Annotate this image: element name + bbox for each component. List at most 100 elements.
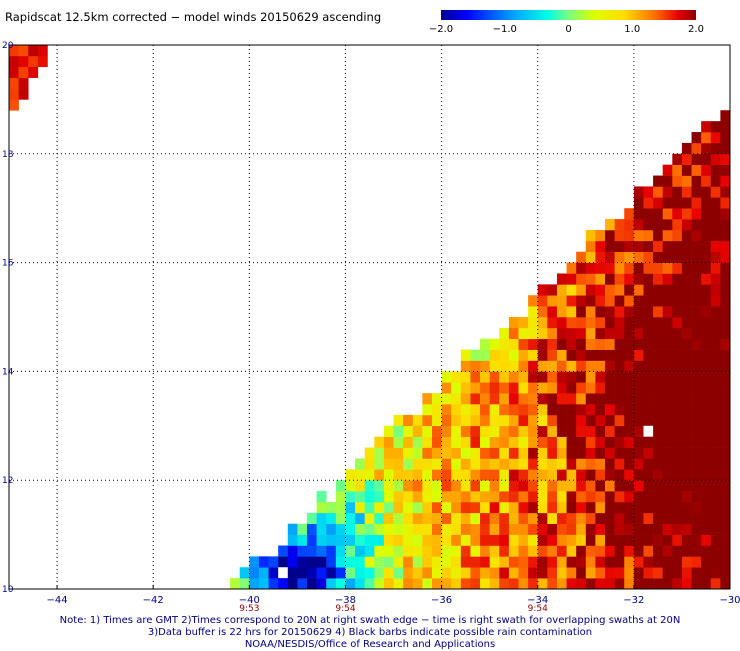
heatmap-cell [499, 338, 510, 350]
heatmap-cell [441, 491, 452, 503]
heatmap-cell [662, 534, 673, 546]
heatmap-cell [326, 534, 337, 546]
heatmap-cell [633, 545, 644, 557]
heatmap-cell [508, 523, 519, 535]
heatmap-cell [691, 327, 702, 340]
heatmap-cell [355, 556, 365, 568]
heatmap-cell [364, 458, 375, 470]
heatmap-cell [672, 404, 683, 416]
heatmap-cell [480, 414, 490, 427]
heatmap-cell [653, 480, 663, 492]
heatmap-cell [480, 360, 490, 372]
heatmap-cell [595, 327, 606, 340]
heatmap-cell [480, 371, 490, 383]
heatmap-cell [710, 360, 721, 372]
heatmap-cell [585, 382, 596, 394]
heatmap-cell [480, 567, 490, 579]
heatmap-cell [393, 567, 404, 579]
heatmap-cell [383, 567, 394, 579]
heatmap-cell [720, 338, 731, 350]
note-line-1: Note: 1) Times are GMT 2)Times correspon… [59, 615, 681, 626]
heatmap-cell [518, 512, 529, 525]
heatmap-cell [701, 121, 712, 133]
heatmap-cell [672, 567, 683, 579]
heatmap-cell [470, 371, 481, 383]
heatmap-cell [653, 273, 663, 285]
heatmap-cell [431, 404, 442, 416]
heatmap-cell [691, 404, 702, 416]
heatmap-cell [518, 523, 529, 535]
heatmap-cell [681, 556, 692, 568]
heatmap-cell [585, 404, 596, 416]
heatmap-cell [364, 469, 375, 481]
heatmap-cell [383, 545, 394, 557]
heatmap-cell [681, 349, 692, 361]
heatmap-cell [508, 534, 519, 546]
heatmap-cell [451, 491, 462, 503]
heatmap-cell [335, 480, 346, 492]
heatmap-cell [595, 512, 606, 525]
heatmap-cell [585, 480, 596, 492]
heatmap-cells [9, 45, 731, 590]
heatmap-cell [345, 512, 356, 525]
heatmap-cell [576, 404, 587, 416]
heatmap-cell [672, 382, 683, 394]
heatmap-cell [528, 556, 539, 568]
heatmap-cell [556, 306, 567, 318]
heatmap-cell [499, 512, 510, 525]
heatmap-cell [268, 567, 279, 579]
heatmap-cell [720, 284, 731, 296]
heatmap-cell [316, 523, 327, 535]
heatmap-cell [489, 414, 500, 427]
heatmap-cell [431, 512, 442, 525]
heatmap-cell [701, 480, 712, 492]
heatmap-cell [710, 556, 721, 568]
heatmap-cell [518, 393, 529, 405]
heatmap-cell [624, 382, 635, 394]
heatmap-cell [633, 534, 644, 546]
heatmap-cell [451, 556, 462, 568]
heatmap-cell [499, 480, 510, 492]
heatmap-cell [653, 447, 663, 459]
heatmap-cell [614, 219, 625, 231]
heatmap-cell [383, 425, 394, 437]
heatmap-cell [672, 229, 683, 242]
heatmap-cell [643, 371, 654, 383]
heatmap-cell [537, 469, 548, 481]
heatmap-cell [422, 523, 433, 535]
heatmap-cell [37, 55, 48, 68]
heatmap-cell [403, 567, 414, 579]
heatmap-cell [595, 262, 606, 274]
heatmap-cell [470, 393, 481, 405]
heatmap-cell [672, 349, 683, 361]
heatmap-cell [710, 382, 721, 394]
heatmap-cell [576, 414, 587, 427]
heatmap-cell [268, 578, 279, 590]
heatmap-cell [624, 229, 635, 242]
heatmap-cell [595, 360, 606, 372]
heatmap-cell [614, 567, 625, 579]
heatmap-cell [653, 436, 663, 448]
heatmap-cell [614, 262, 625, 274]
heatmap-cell [460, 447, 471, 459]
heatmap-cell [566, 317, 577, 329]
heatmap-cell [566, 534, 577, 546]
heatmap-cell [576, 556, 587, 568]
heatmap-cell [653, 382, 663, 394]
heatmap-cell [422, 556, 433, 568]
heatmap-cell [374, 447, 385, 459]
heatmap-cell [701, 491, 712, 503]
heatmap-cell [383, 501, 394, 514]
heatmap-cell [528, 360, 539, 372]
heatmap-cell [18, 55, 29, 68]
heatmap-cell [691, 371, 702, 383]
heatmap-cell [537, 480, 548, 492]
missing-cell [278, 567, 288, 579]
heatmap-cell [624, 273, 635, 285]
heatmap-cell [633, 414, 644, 427]
heatmap-cell [566, 556, 577, 568]
heatmap-cell [422, 512, 433, 525]
heatmap-cell [441, 414, 452, 427]
heatmap-cell [576, 480, 587, 492]
heatmap-cell [662, 262, 673, 274]
